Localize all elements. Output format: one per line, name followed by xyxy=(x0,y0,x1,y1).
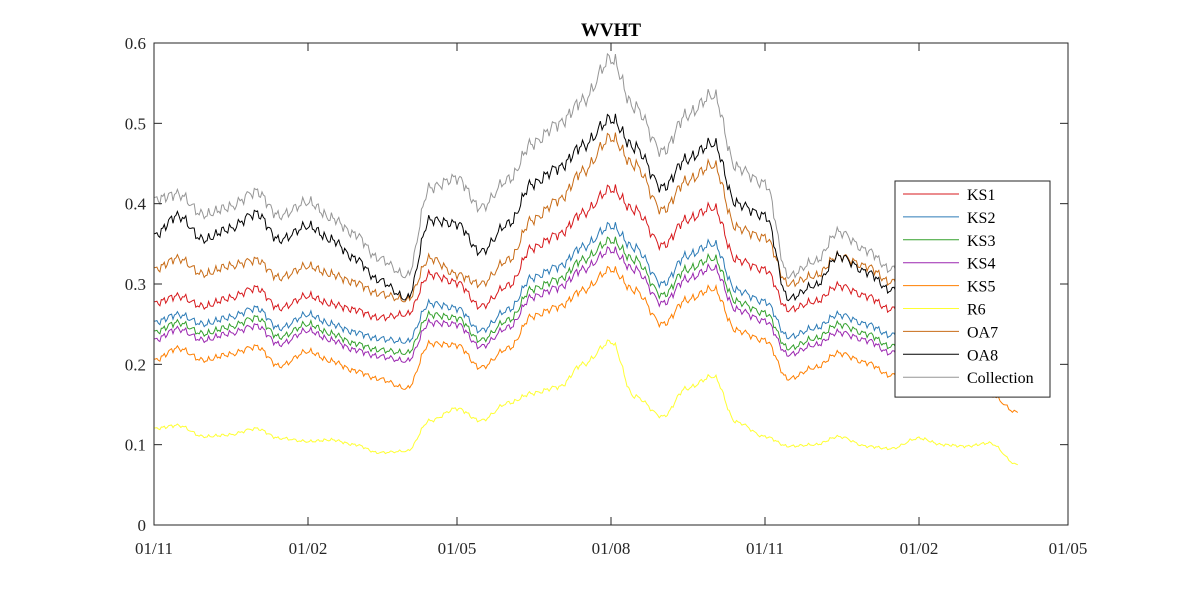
series-line-r6 xyxy=(153,339,1019,466)
legend-label-r6: R6 xyxy=(967,302,986,319)
y-tick-label: 0.1 xyxy=(125,436,146,455)
x-tick-label: 01/05 xyxy=(1049,539,1088,558)
legend-label-oa8: OA8 xyxy=(967,347,998,364)
y-tick-label: 0.2 xyxy=(125,355,146,374)
series-layer xyxy=(153,52,1019,466)
series-line-ks5 xyxy=(153,265,1019,414)
legend-label-collection: Collection xyxy=(967,370,1034,387)
y-tick-label: 0.5 xyxy=(125,114,146,133)
x-tick-label: 01/05 xyxy=(438,539,477,558)
series-line-collection xyxy=(153,52,1019,314)
x-tick-label: 01/11 xyxy=(135,539,173,558)
legend-label-oa7: OA7 xyxy=(967,324,998,341)
y-tick-label: 0.4 xyxy=(125,195,147,214)
axes-layer: 0 0.1 0.2 0.3 0.4 0.5 0.6 01/11 01/02 01/05 01/08 0… xyxy=(125,34,1088,558)
y-tick-label: 0.6 xyxy=(125,34,146,53)
series-line-ks4 xyxy=(153,246,1019,391)
legend-label-ks5: KS5 xyxy=(967,279,995,296)
chart-title: WVHT xyxy=(581,20,642,41)
series-line-oa8 xyxy=(153,113,1019,334)
legend: KS1 KS2 KS3 KS4 KS5 R6 OA7 OA8 Collection xyxy=(894,180,1051,398)
y-tick-label: 0 xyxy=(138,516,147,535)
legend-label-ks3: KS3 xyxy=(967,233,995,250)
legend-label-ks4: KS4 xyxy=(967,256,995,273)
y-tick-label: 0.3 xyxy=(125,275,146,294)
series-line-oa7 xyxy=(153,132,1019,326)
legend-label-ks2: KS2 xyxy=(967,210,995,227)
series-line-ks1 xyxy=(153,184,1019,344)
legend-label-ks1: KS1 xyxy=(967,187,995,204)
x-tick-label: 01/11 xyxy=(746,539,784,558)
x-tick-label: 01/02 xyxy=(289,539,328,558)
series-line-ks3 xyxy=(153,236,1019,382)
series-line-ks2 xyxy=(153,221,1019,372)
x-tick-label: 01/02 xyxy=(900,539,939,558)
x-tick-label: 01/08 xyxy=(592,539,631,558)
